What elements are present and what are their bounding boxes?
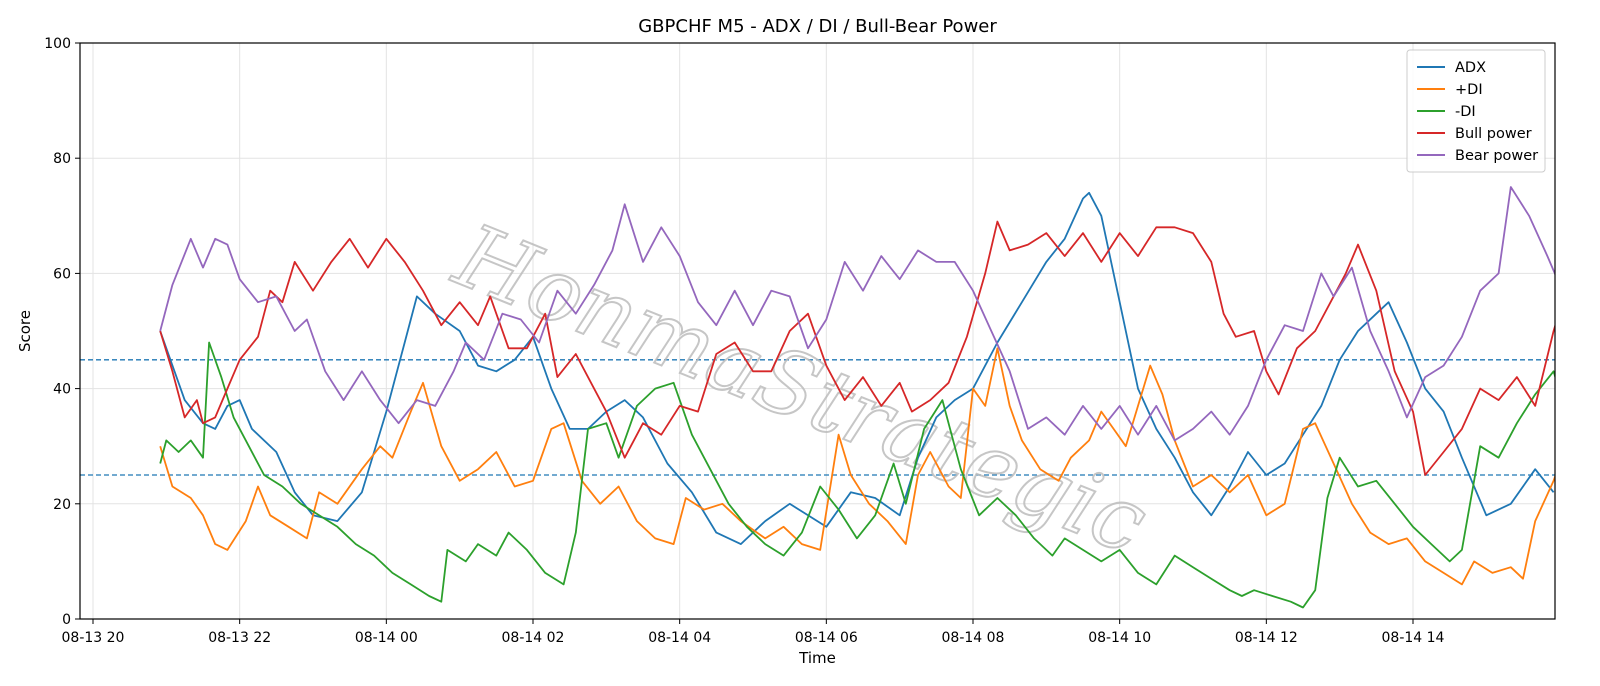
x-axis-title: Time — [798, 649, 836, 667]
series-line-bear-power — [159, 186, 1555, 442]
y-tick-label: 60 — [53, 266, 71, 282]
x-tick-label: 08-14 10 — [1088, 630, 1151, 646]
plot-frame — [79, 42, 1556, 620]
y-tick-label: 40 — [53, 382, 71, 398]
series-line--di — [159, 347, 1555, 586]
y-axis-title: Score — [16, 310, 34, 352]
x-tick-label: 08-14 08 — [942, 630, 1005, 646]
chart-title: GBPCHF M5 - ADX / DI / Bull-Bear Power — [638, 16, 997, 37]
y-tick-label: 0 — [62, 612, 71, 628]
legend-label: Bull power — [1455, 126, 1532, 142]
legend-label: Bear power — [1455, 148, 1538, 164]
legend: ADX +DI -DI Bull power Bear power — [1406, 49, 1546, 173]
x-tick-label: 08-14 04 — [648, 630, 711, 646]
y-axis-ticks: 0 20 40 60 80 100 — [44, 36, 80, 628]
y-tick-label: 80 — [53, 151, 71, 167]
legend-label: +DI — [1455, 82, 1483, 98]
series-line--di — [159, 341, 1555, 609]
y-tick-label: 100 — [44, 36, 71, 52]
x-tick-label: 08-14 00 — [355, 630, 418, 646]
legend-box — [1406, 49, 1546, 173]
x-tick-label: 08-13 22 — [208, 630, 271, 646]
reference-lines — [80, 359, 1555, 476]
y-tick-label: 20 — [53, 497, 71, 513]
series-line-adx — [159, 191, 1555, 545]
series-line-bull-power — [159, 220, 1555, 476]
series-lines — [159, 186, 1555, 609]
x-tick-label: 08-14 14 — [1382, 630, 1445, 646]
legend-label: -DI — [1455, 104, 1476, 120]
x-axis-ticks: 08-13 20 08-13 22 08-14 00 08-14 02 08-14 04… — [62, 619, 1445, 646]
x-tick-label: 08-14 12 — [1235, 630, 1298, 646]
x-tick-label: 08-14 06 — [795, 630, 858, 646]
x-tick-label: 08-14 02 — [502, 630, 565, 646]
x-tick-label: 08-13 20 — [62, 630, 125, 646]
legend-label: ADX — [1455, 60, 1486, 76]
